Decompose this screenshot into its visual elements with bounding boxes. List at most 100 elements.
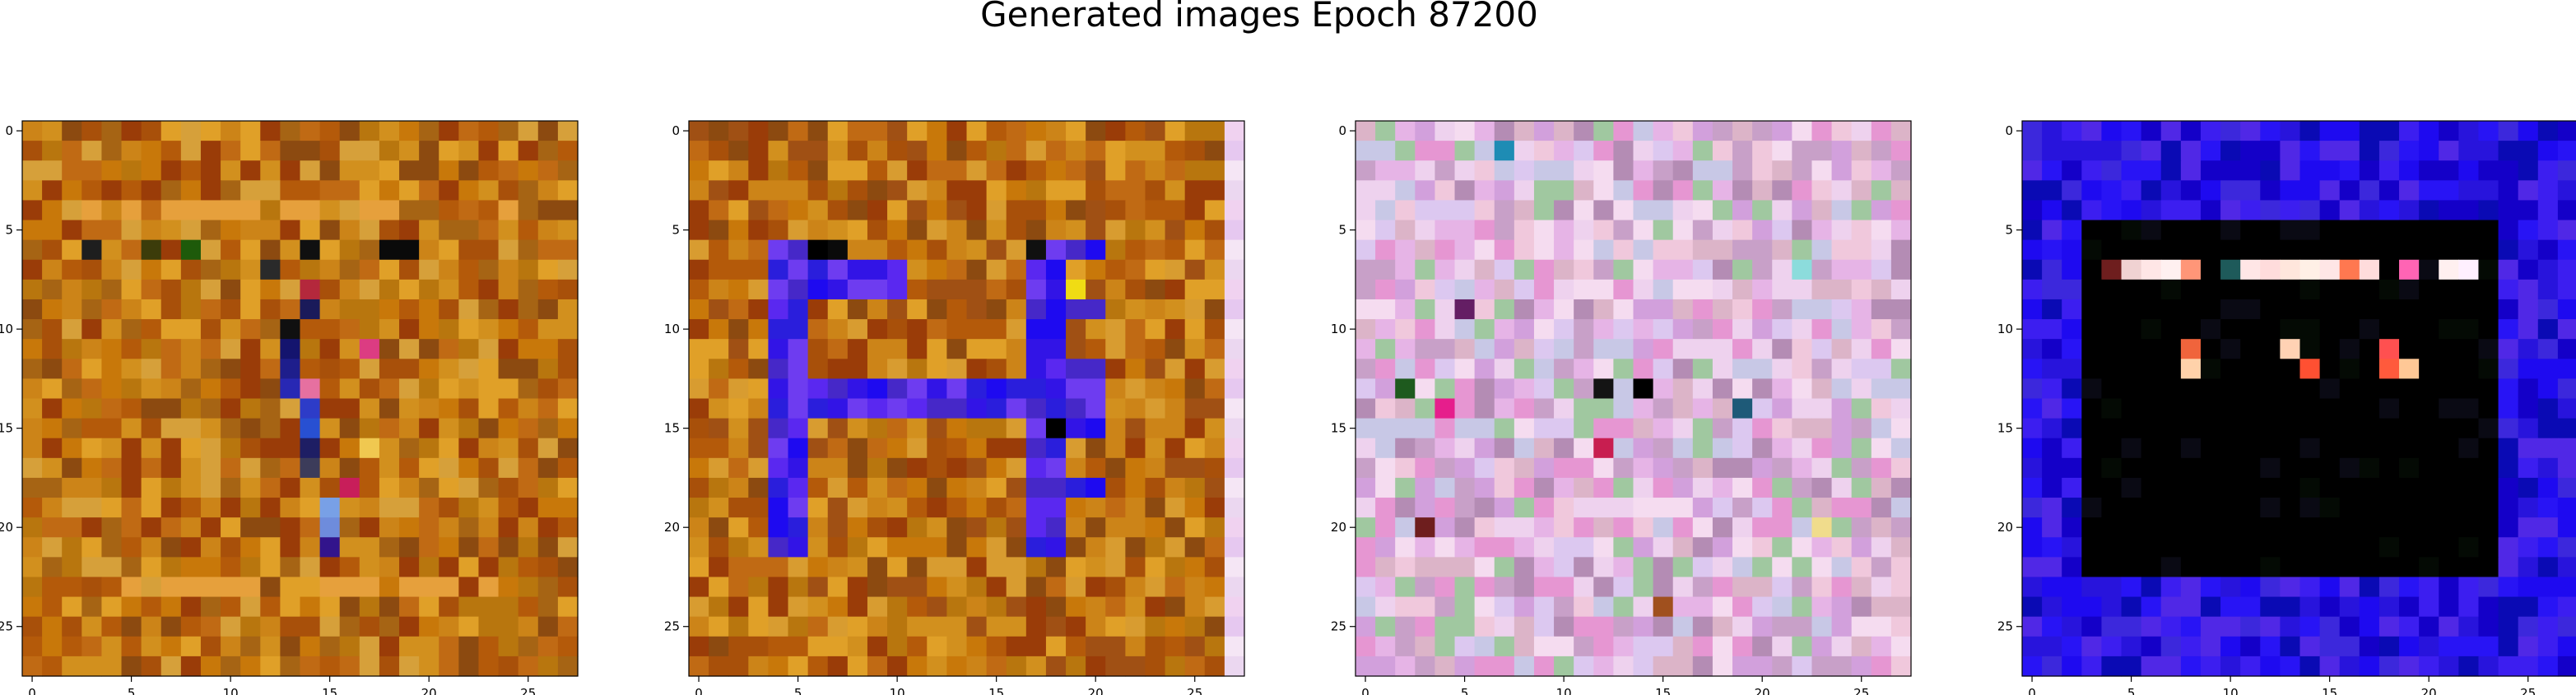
pixel <box>200 656 221 677</box>
pixel <box>2458 577 2480 598</box>
pixel <box>2478 279 2499 300</box>
pixel <box>2220 180 2241 202</box>
pixel <box>1533 537 1555 558</box>
pixel <box>788 636 809 657</box>
pixel <box>1772 557 1793 578</box>
pixel <box>2378 517 2400 538</box>
pixel <box>946 180 968 202</box>
pixel <box>847 141 868 161</box>
pixel <box>1772 498 1793 518</box>
pixel <box>1474 517 1495 538</box>
pixel <box>537 200 559 221</box>
pixel <box>2359 557 2380 578</box>
pixel <box>1375 656 1396 677</box>
pixel <box>2220 220 2241 241</box>
pixel <box>2220 457 2241 479</box>
pixel <box>557 438 579 459</box>
pixel <box>1732 537 1753 558</box>
pixel <box>439 121 459 141</box>
pixel <box>2160 537 2182 558</box>
pixel <box>2439 339 2459 359</box>
pixel <box>907 517 928 538</box>
pixel <box>1375 498 1396 518</box>
pixel <box>1045 656 1067 677</box>
pixel <box>2081 319 2103 340</box>
pixel <box>2399 616 2420 637</box>
pixel <box>1355 498 1376 518</box>
pixel <box>1434 319 1456 340</box>
pixel <box>1633 498 1654 518</box>
pixel <box>439 438 459 459</box>
pixel <box>1375 141 1396 161</box>
pixel <box>1474 359 1495 379</box>
pixel <box>1125 239 1146 261</box>
pixel <box>399 596 420 618</box>
pixel <box>2299 656 2321 677</box>
pixel <box>1105 498 1126 518</box>
pixel <box>240 160 261 181</box>
pixel <box>1395 457 1416 479</box>
pixel <box>1434 498 1456 518</box>
pixel <box>2141 636 2162 657</box>
pixel <box>221 319 241 340</box>
pixel <box>2478 457 2499 479</box>
pixel <box>1831 457 1853 479</box>
pixel <box>1851 656 1872 677</box>
pixel <box>1066 359 1086 379</box>
pixel <box>2062 299 2082 320</box>
pixel <box>240 259 261 280</box>
pixel <box>2458 438 2480 459</box>
pixel <box>927 457 947 479</box>
pixel <box>2319 180 2341 202</box>
pixel <box>2498 378 2519 400</box>
pixel <box>986 220 1007 241</box>
pixel <box>1086 180 1106 202</box>
pixel <box>537 537 559 558</box>
pixel <box>240 596 261 618</box>
pixel <box>2299 418 2321 439</box>
pixel <box>1066 259 1086 280</box>
pixel <box>1593 498 1614 518</box>
pixel <box>1454 220 1476 241</box>
pixel <box>986 121 1007 141</box>
pixel <box>1434 359 1456 379</box>
pixel <box>1574 339 1594 359</box>
pixel <box>300 121 321 141</box>
x-tick-label: 20 <box>1088 686 1104 695</box>
pixel <box>2399 577 2420 598</box>
pixel <box>2478 339 2499 359</box>
pixel <box>1653 359 1674 379</box>
pixel <box>359 259 380 280</box>
pixel <box>379 616 400 637</box>
pixel <box>300 498 321 518</box>
pixel <box>2042 577 2062 598</box>
pixel <box>2319 557 2341 578</box>
pixel <box>728 339 749 359</box>
pixel <box>1772 180 1793 202</box>
pixel <box>399 537 420 558</box>
pixel <box>300 319 321 340</box>
pixel <box>2062 616 2082 637</box>
pixel <box>260 180 281 202</box>
pixel <box>1045 636 1067 657</box>
pixel <box>121 438 142 459</box>
pixel <box>359 160 380 181</box>
pixel <box>1355 339 1376 359</box>
pixel <box>847 557 868 578</box>
pixel <box>1692 299 1713 320</box>
pixel <box>200 299 221 320</box>
pixel <box>2200 319 2221 340</box>
pixel <box>62 517 82 538</box>
pixel <box>1792 477 1813 498</box>
pixel <box>1692 477 1713 498</box>
pixel <box>1613 200 1634 221</box>
pixel <box>867 141 888 161</box>
pixel <box>2220 616 2241 637</box>
pixel <box>2378 220 2400 241</box>
pixel <box>1871 121 1892 141</box>
pixel <box>1851 577 1872 598</box>
pixel <box>2359 141 2380 161</box>
pixel <box>458 378 480 400</box>
pixel <box>557 299 579 320</box>
